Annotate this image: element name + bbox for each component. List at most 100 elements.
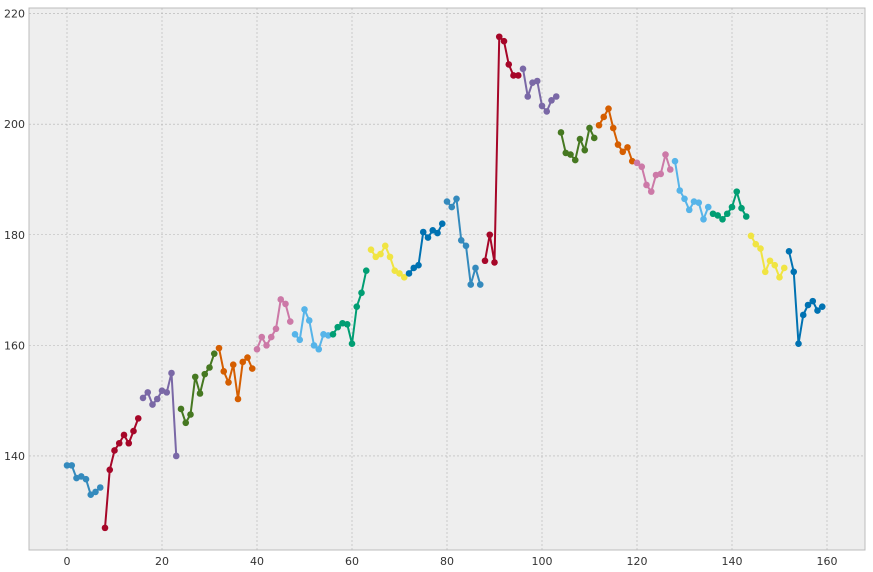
data-point — [761, 268, 769, 276]
data-point — [505, 61, 513, 68]
data-point — [210, 350, 218, 357]
data-point — [267, 333, 275, 341]
data-point — [543, 108, 551, 115]
data-point — [514, 72, 522, 79]
series-6 — [253, 296, 294, 353]
data-point — [419, 228, 427, 236]
series-18 — [709, 188, 750, 223]
data-point — [153, 395, 161, 403]
series-15 — [595, 105, 636, 165]
data-point — [191, 373, 199, 381]
series-20 — [785, 248, 826, 348]
data-point — [139, 394, 147, 402]
data-point — [286, 318, 294, 325]
data-point — [130, 427, 137, 435]
data-point — [676, 187, 684, 194]
series-11 — [443, 195, 484, 288]
data-point — [353, 303, 361, 310]
data-point — [253, 345, 261, 353]
data-point — [809, 297, 817, 305]
data-point — [538, 102, 546, 110]
data-point — [296, 336, 304, 344]
data-point — [576, 135, 584, 143]
data-point — [415, 261, 422, 269]
data-point — [524, 93, 532, 100]
data-point — [438, 220, 446, 227]
data-point — [795, 340, 802, 348]
data-point — [362, 267, 370, 275]
data-point — [581, 146, 589, 154]
x-tick-label: 80 — [440, 555, 454, 568]
data-point — [125, 439, 133, 447]
data-point — [780, 264, 788, 272]
series-1 — [63, 462, 104, 498]
data-point — [785, 248, 793, 255]
data-point — [467, 281, 475, 288]
series-group — [63, 33, 826, 532]
y-tick-label: 220 — [4, 8, 25, 21]
x-tick-label: 20 — [155, 555, 169, 568]
data-point — [315, 345, 323, 353]
series-8 — [329, 267, 370, 348]
data-point — [476, 281, 484, 288]
data-point — [377, 250, 384, 258]
data-point — [590, 134, 598, 142]
data-point — [695, 199, 703, 206]
data-point — [462, 242, 470, 250]
data-point — [510, 72, 517, 79]
data-point — [609, 124, 617, 132]
data-point — [799, 311, 807, 319]
data-point — [491, 259, 498, 266]
data-point — [647, 188, 655, 195]
data-point — [215, 344, 223, 352]
data-point — [424, 234, 432, 241]
data-point — [400, 274, 408, 281]
data-point — [457, 236, 465, 244]
data-point — [358, 289, 365, 297]
series-12 — [481, 33, 522, 266]
data-point — [481, 257, 489, 265]
data-point — [567, 151, 574, 158]
y-tick-label: 200 — [4, 118, 25, 131]
data-point — [291, 331, 299, 338]
data-point — [453, 195, 460, 203]
series-17 — [671, 157, 712, 223]
data-point — [704, 203, 712, 211]
series-7 — [291, 306, 332, 353]
data-point — [657, 170, 665, 178]
x-tick-label: 160 — [817, 555, 838, 568]
data-point — [348, 340, 356, 348]
x-tick-label: 40 — [250, 555, 264, 568]
data-point — [115, 439, 123, 447]
data-point — [220, 368, 228, 375]
data-point — [624, 144, 631, 151]
data-point — [149, 401, 156, 408]
data-point — [662, 151, 669, 158]
data-point — [263, 342, 270, 349]
data-point — [586, 124, 593, 132]
data-point — [666, 166, 674, 173]
data-point — [106, 466, 114, 474]
data-point — [343, 321, 351, 328]
data-point — [552, 93, 560, 100]
y-tick-label: 180 — [4, 229, 25, 242]
data-point — [443, 198, 451, 205]
data-point — [63, 462, 71, 469]
data-point — [234, 395, 242, 403]
x-tick-label: 0 — [64, 555, 71, 568]
data-point — [738, 204, 745, 212]
data-point — [187, 411, 194, 418]
data-point — [329, 331, 337, 338]
data-point — [671, 157, 679, 165]
series-4 — [177, 350, 218, 427]
data-point — [472, 264, 479, 272]
data-point — [733, 188, 741, 195]
data-point — [633, 159, 641, 167]
data-point — [225, 379, 232, 386]
data-point — [405, 270, 413, 277]
data-point — [248, 365, 256, 372]
data-point — [719, 215, 726, 223]
data-point — [600, 113, 608, 121]
x-tick-label: 60 — [345, 555, 359, 568]
x-tick-label: 100 — [532, 555, 553, 568]
